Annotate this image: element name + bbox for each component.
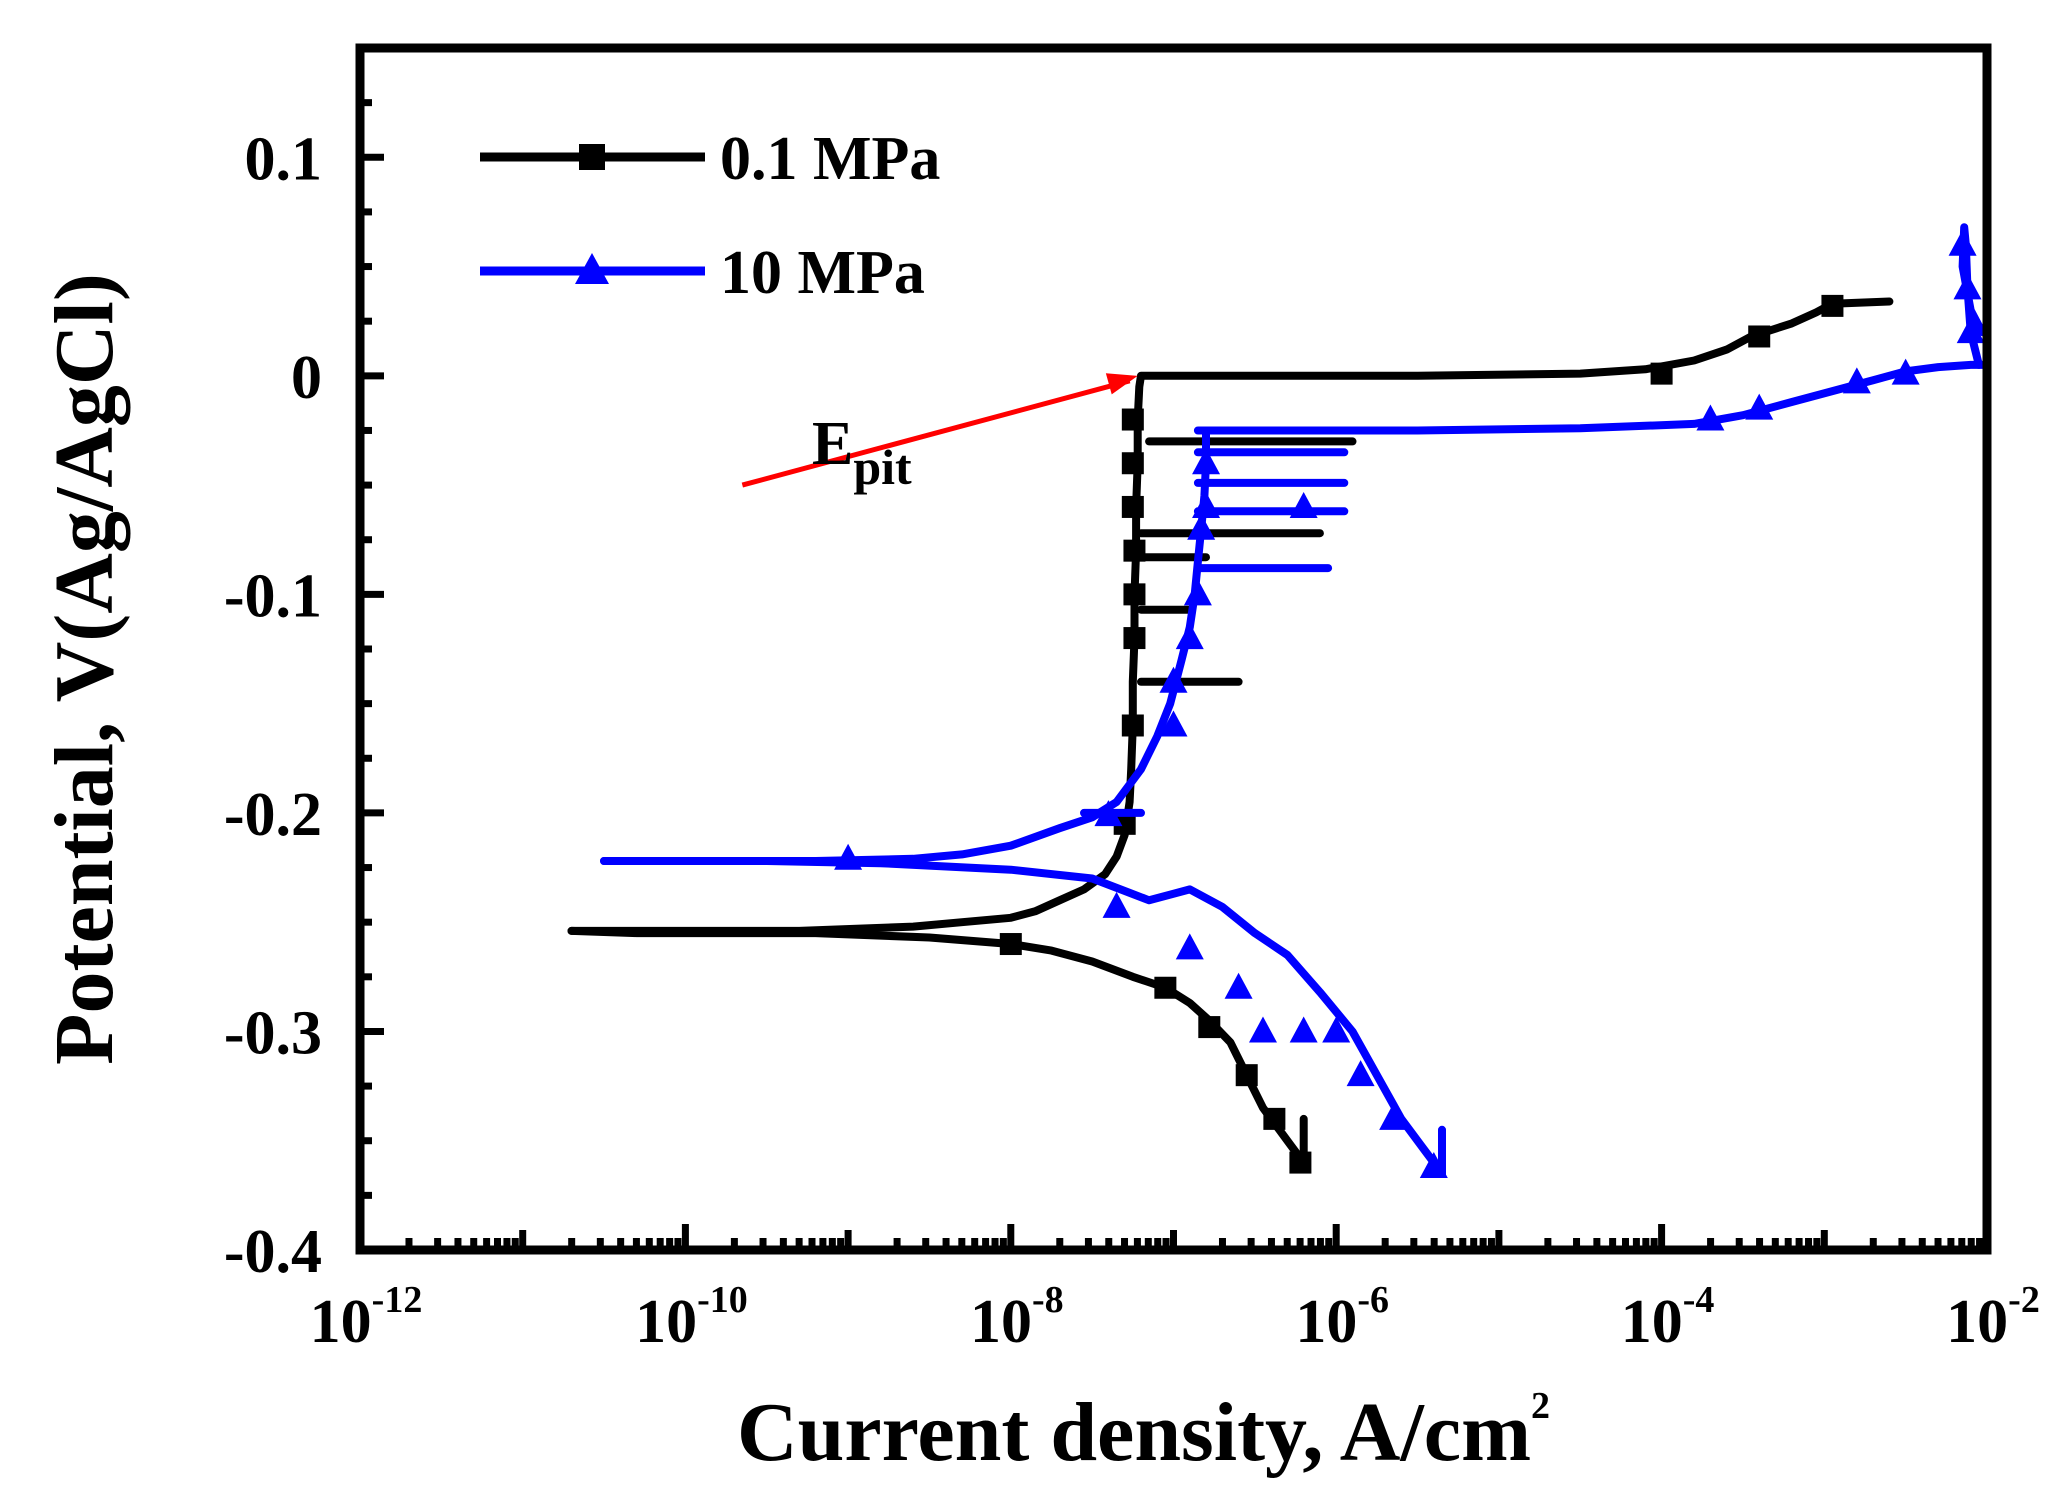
series-1-marker	[1650, 362, 1673, 385]
series-2-marker	[1953, 273, 1982, 300]
series-1	[567, 294, 1894, 1174]
plot-frame	[355, 43, 1992, 1255]
series-1-marker	[1121, 452, 1144, 475]
minor-ticks	[356, 44, 1991, 1254]
series-2-marker	[1248, 1016, 1277, 1043]
y-tick-label: -0.2	[224, 781, 322, 849]
x-tick-label: 10-2	[1946, 1279, 2040, 1356]
epit-label: Epit	[812, 410, 912, 495]
y-tick-label: 0.1	[245, 125, 323, 193]
series-2-marker	[1102, 891, 1131, 918]
y-tick-label: -0.3	[224, 999, 322, 1067]
y-tick-label: -0.1	[224, 562, 322, 630]
legend-marker-2	[575, 253, 609, 284]
series-2-marker	[1696, 404, 1725, 431]
series-2-marker	[1745, 393, 1774, 420]
tick-labels: -0.4 -0.3 -0.2 -0.1 0 0.1 10-12 10-10 10-8 10-6 10…	[38, 125, 2040, 1479]
series-1-marker	[999, 933, 1022, 956]
series-2-marker	[1094, 800, 1123, 827]
legend-marker-1	[579, 144, 605, 170]
series-1-marker	[1235, 1064, 1258, 1087]
legend-label-2: 10 MPa	[720, 239, 925, 307]
x-tick-label: 10-10	[635, 1279, 748, 1356]
x-tick-label: 10-6	[1295, 1279, 1389, 1356]
series-1-marker	[1263, 1107, 1286, 1130]
x-tick-label: 10-12	[310, 1279, 423, 1356]
series-2-marker	[1183, 579, 1212, 606]
series-2-line	[600, 857, 1446, 1178]
series-2-line	[1193, 360, 1987, 435]
series-2-line	[600, 426, 1210, 865]
series-2-marker	[1192, 448, 1221, 475]
series-1-line	[567, 926, 1308, 1167]
series-2-marker	[1346, 1060, 1375, 1087]
series-1-marker	[1748, 325, 1771, 348]
series-1-marker	[1289, 1151, 1312, 1174]
y-tick-label: 0	[291, 344, 322, 412]
series-1-marker	[1123, 627, 1146, 650]
series-2-marker	[1842, 367, 1871, 394]
series-2-marker	[1956, 317, 1985, 344]
y-tick-label: -0.4	[224, 1218, 322, 1286]
x-axis-title: Current density, A/cm2	[737, 1385, 1550, 1479]
series-1-marker	[1121, 495, 1144, 518]
series-2-marker	[1289, 1016, 1318, 1043]
epit-arrow-head	[1105, 373, 1138, 395]
legend: 0.1 MPa 10 MPa	[480, 125, 940, 307]
series-2-marker	[1289, 491, 1318, 518]
series-1-marker	[1821, 294, 1844, 317]
axes	[355, 43, 1992, 1255]
series-2-marker	[1175, 933, 1204, 960]
series-1-marker	[1123, 583, 1146, 606]
series-2-marker	[1159, 710, 1188, 737]
annotation: Epit	[741, 373, 1138, 495]
series-1-marker	[1198, 1016, 1221, 1039]
series-1-marker	[1113, 812, 1136, 835]
series-1-marker	[1154, 976, 1177, 999]
series-2-marker	[1891, 358, 1920, 385]
series-2-marker	[1192, 491, 1221, 518]
series-1-line	[567, 297, 1894, 935]
series-2-marker	[1322, 1016, 1351, 1043]
y-axis-title: Potential, V(Ag/AgCl)	[38, 273, 131, 1065]
series-2-marker	[1224, 972, 1253, 999]
series-2	[600, 223, 1987, 1178]
series-2-marker	[1419, 1151, 1448, 1178]
legend-label-1: 0.1 MPa	[720, 125, 940, 193]
series-2-marker	[834, 843, 863, 870]
series-2-marker	[1175, 623, 1204, 650]
series-1-marker	[1121, 714, 1144, 737]
x-tick-label: 10-4	[1621, 1279, 1715, 1356]
series-2-marker	[1948, 229, 1977, 256]
epit-arrow-line	[741, 378, 1131, 488]
series-2-marker	[1159, 666, 1188, 693]
series-2-marker	[1187, 513, 1216, 540]
series-layer	[567, 223, 1987, 1178]
series-1-marker	[1123, 539, 1146, 562]
x-tick-label: 10-8	[970, 1279, 1064, 1356]
series-2-marker	[1379, 1103, 1408, 1130]
series-1-marker	[1121, 408, 1144, 431]
